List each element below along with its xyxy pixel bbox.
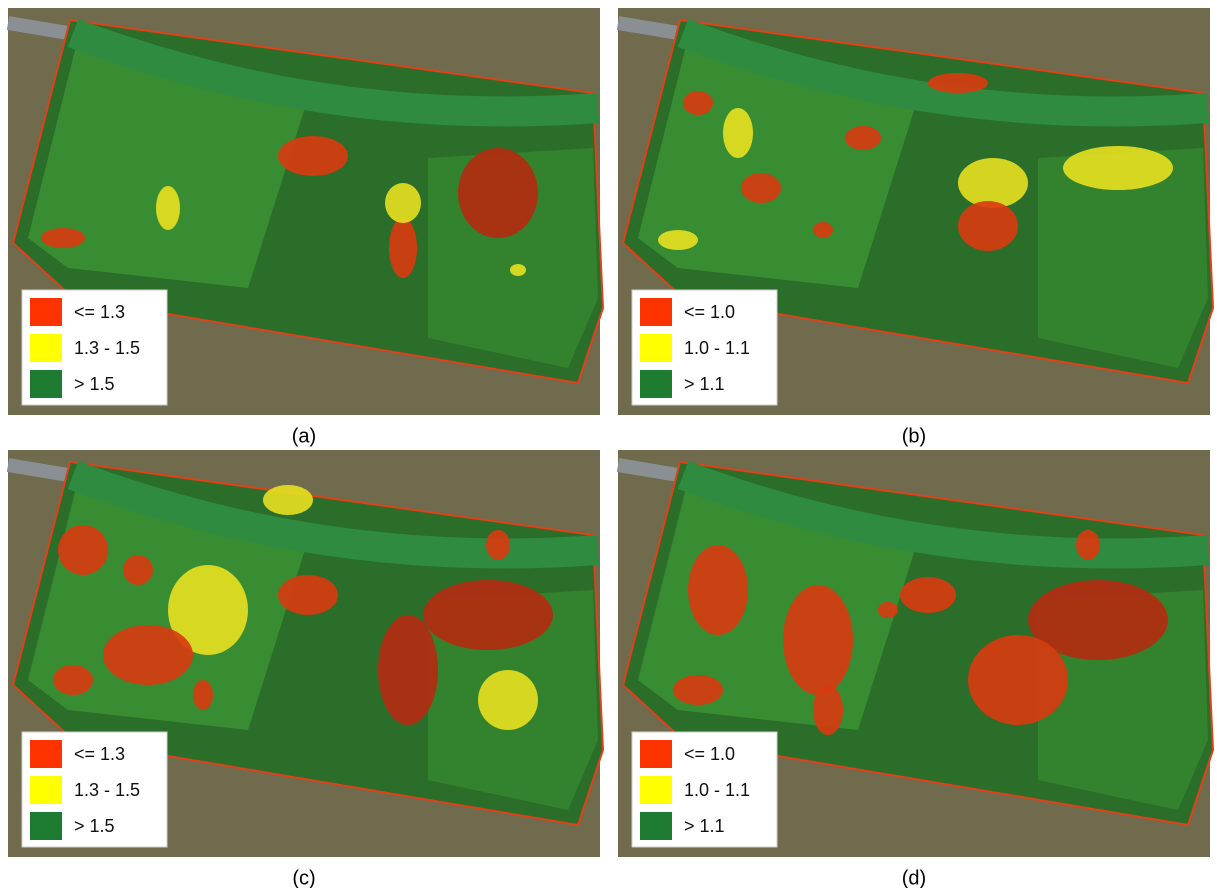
legend-label: <= 1.0 xyxy=(684,302,735,322)
legend-swatch xyxy=(30,334,62,362)
stability-zone xyxy=(783,585,853,695)
legend-label: 1.3 - 1.5 xyxy=(74,780,140,800)
stability-zone xyxy=(688,545,748,635)
stability-zone xyxy=(41,228,85,248)
map-panel: <= 1.0 1.0 - 1.1 > 1.1 xyxy=(618,8,1213,415)
stability-zone xyxy=(58,525,108,575)
stability-zone xyxy=(845,126,881,150)
stability-zone xyxy=(723,108,753,158)
legend-label: <= 1.3 xyxy=(74,744,125,764)
legend-swatch xyxy=(640,298,672,326)
stability-zone xyxy=(193,680,213,710)
stability-zone xyxy=(263,485,313,515)
legend-label: <= 1.3 xyxy=(74,302,125,322)
stability-zone xyxy=(683,91,713,115)
stability-zone xyxy=(385,183,421,223)
legend-swatch xyxy=(30,812,62,840)
highway xyxy=(8,23,68,33)
stability-zone xyxy=(813,685,843,735)
stability-zone xyxy=(813,222,833,238)
legend-swatch xyxy=(640,740,672,768)
stability-zone xyxy=(510,264,526,276)
panel-caption: (b) xyxy=(902,425,926,447)
legend-swatch xyxy=(640,370,672,398)
stability-zone xyxy=(123,555,153,585)
stability-zone xyxy=(741,173,781,203)
map-panel: <= 1.3 1.3 - 1.5 > 1.5 xyxy=(8,8,603,415)
highway xyxy=(618,23,678,33)
stability-zone xyxy=(900,577,956,613)
legend-swatch xyxy=(640,812,672,840)
stability-zone xyxy=(958,201,1018,251)
legend-label: > 1.1 xyxy=(684,374,725,394)
legend-swatch xyxy=(30,740,62,768)
legend-label: > 1.5 xyxy=(74,374,115,394)
stability-zone xyxy=(1076,530,1100,560)
legend-label: > 1.5 xyxy=(74,816,115,836)
stability-zone xyxy=(458,148,538,238)
legend: <= 1.0 1.0 - 1.1 > 1.1 xyxy=(632,732,777,847)
stability-zone xyxy=(53,665,93,695)
stability-zone xyxy=(958,158,1028,208)
legend: <= 1.3 1.3 - 1.5 > 1.5 xyxy=(22,732,167,847)
legend: <= 1.0 1.0 - 1.1 > 1.1 xyxy=(632,290,777,405)
stability-zone xyxy=(928,73,988,93)
stability-zone xyxy=(389,218,417,278)
map-panel: <= 1.3 1.3 - 1.5 > 1.5 xyxy=(8,450,603,857)
stability-zone xyxy=(1063,146,1173,190)
stability-zone xyxy=(156,186,180,230)
legend-label: > 1.1 xyxy=(684,816,725,836)
stability-zone xyxy=(478,670,538,730)
stability-zone xyxy=(658,230,698,250)
legend-swatch xyxy=(640,776,672,804)
stability-zone xyxy=(878,602,898,618)
stability-zone xyxy=(278,575,338,615)
legend-label: <= 1.0 xyxy=(684,744,735,764)
legend-swatch xyxy=(640,334,672,362)
stability-zone xyxy=(673,675,723,705)
legend-label: 1.3 - 1.5 xyxy=(74,338,140,358)
figure: <= 1.3 1.3 - 1.5 > 1.5 (a) <= 1.0 1.0 - 1.1 > … xyxy=(0,0,1217,888)
legend-swatch xyxy=(30,298,62,326)
stability-zone xyxy=(103,625,193,685)
map-panel: <= 1.0 1.0 - 1.1 > 1.1 xyxy=(618,450,1213,857)
highway xyxy=(618,465,678,475)
legend-label: 1.0 - 1.1 xyxy=(684,780,750,800)
panel-caption: (d) xyxy=(902,867,926,888)
legend-swatch xyxy=(30,370,62,398)
panel-caption: (c) xyxy=(292,867,315,888)
stability-zone xyxy=(423,580,553,650)
panel-caption: (a) xyxy=(292,425,316,447)
legend-label: 1.0 - 1.1 xyxy=(684,338,750,358)
legend-swatch xyxy=(30,776,62,804)
stability-zone xyxy=(968,635,1068,725)
legend: <= 1.3 1.3 - 1.5 > 1.5 xyxy=(22,290,167,405)
stability-zone xyxy=(278,136,348,176)
stability-zone xyxy=(378,615,438,725)
stability-zone xyxy=(486,530,510,560)
highway xyxy=(8,465,68,475)
